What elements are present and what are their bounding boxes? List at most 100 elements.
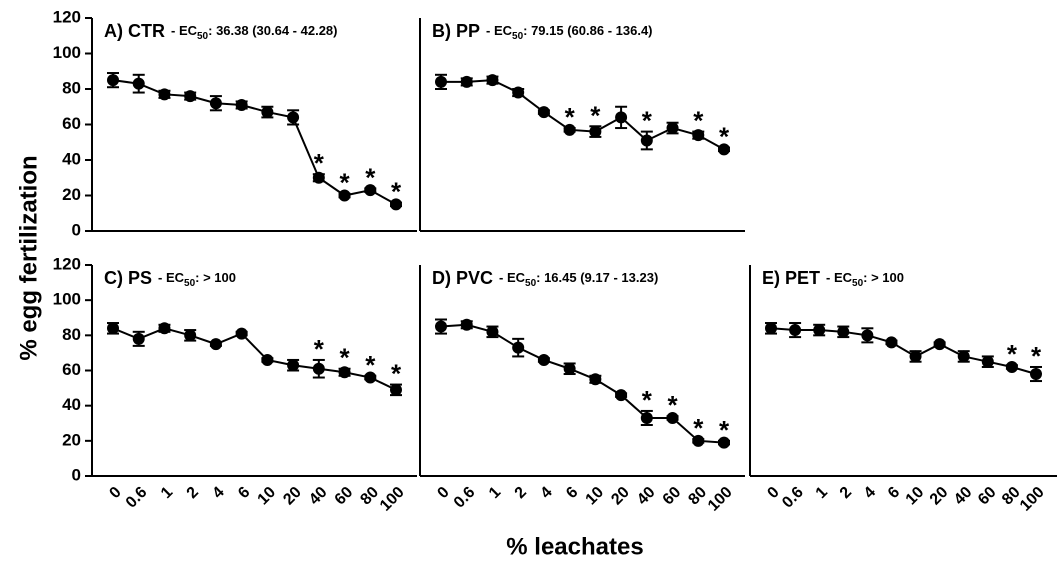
data-point [486, 74, 499, 87]
x-tick-label: 100 [1017, 484, 1048, 515]
data-point [338, 366, 351, 379]
y-tick-label: 0 [72, 220, 81, 239]
y-tick-label: 40 [62, 395, 81, 414]
x-tick-label: 1 [158, 484, 176, 502]
x-tick-label: 100 [705, 484, 736, 515]
ec-subscript: 50 [852, 278, 864, 289]
y-tick-label: 40 [62, 149, 81, 168]
data-point [933, 338, 946, 351]
data-point [718, 436, 730, 449]
panel-title: A) CTR - EC50: 36.38 (30.64 - 42.28) [104, 21, 337, 42]
data-point [132, 77, 145, 90]
significance-marker: * [590, 100, 601, 130]
panel-label: C) PS [104, 268, 152, 288]
significance-marker: * [314, 148, 325, 178]
x-axis-label: % leachates [506, 533, 643, 560]
x-tick-label: 10 [903, 484, 928, 509]
panel-label: E) PET [762, 268, 820, 288]
x-tick-label: 0.6 [451, 484, 479, 512]
ec-prefix: - EC [171, 23, 198, 38]
data-point [563, 362, 576, 375]
significance-marker: * [565, 102, 576, 132]
data-point [537, 353, 550, 366]
data-point [390, 383, 402, 396]
data-point [885, 336, 898, 349]
x-tick-label: 2 [512, 484, 530, 502]
data-point [184, 90, 197, 103]
data-point [615, 111, 628, 124]
data-point [640, 411, 653, 424]
significance-marker: * [314, 334, 325, 364]
data-point [287, 111, 300, 124]
x-tick-label: 6 [235, 484, 253, 502]
x-tick-label: 1 [813, 484, 831, 502]
x-tick-label: 40 [306, 484, 331, 509]
x-tick-label: 4 [537, 484, 555, 502]
x-tick-label: 20 [608, 484, 633, 509]
data-point [615, 389, 628, 402]
data-point [158, 88, 171, 101]
x-tick-label: 60 [660, 484, 685, 509]
panel-label: D) PVC [432, 268, 493, 288]
data-point [666, 411, 679, 424]
data-point [364, 184, 377, 197]
data-point [512, 86, 525, 99]
x-tick-label: 60 [975, 484, 1000, 509]
data-point [640, 134, 653, 147]
significance-marker: * [667, 390, 678, 420]
data-point [132, 332, 145, 345]
ec-subscript: 50 [525, 278, 537, 289]
data-point [486, 325, 499, 338]
x-tick-label: 2 [184, 484, 202, 502]
data-line [441, 79, 725, 151]
data-point [107, 322, 119, 335]
y-tick-label: 100 [53, 43, 81, 62]
data-point [235, 327, 248, 340]
panel-title: B) PP - EC50: 79.15 (60.86 - 136.4) [432, 21, 653, 42]
significance-marker: * [1031, 341, 1042, 371]
significance-marker: * [719, 415, 730, 445]
significance-marker: * [719, 122, 730, 152]
x-tick-label: 40 [634, 484, 659, 509]
y-tick-label: 60 [62, 360, 81, 379]
x-tick-label: 0.6 [779, 484, 807, 512]
x-tick-label: 60 [332, 484, 357, 509]
data-point [158, 322, 171, 335]
x-tick-label: 6 [563, 484, 581, 502]
significance-marker: * [365, 350, 376, 380]
x-tick-label: 4 [209, 484, 227, 502]
panel-label: A) CTR [104, 21, 165, 41]
data-point [435, 75, 447, 88]
ec-subscript: 50 [512, 31, 524, 42]
significance-marker: * [1007, 339, 1018, 369]
ec-prefix: - EC [826, 270, 853, 285]
x-tick-label: 6 [885, 484, 903, 502]
x-tick-label: 1 [486, 484, 504, 502]
x-tick-label: 4 [861, 484, 879, 502]
ec-value: : 16.45 (9.17 - 13.23) [536, 270, 658, 285]
data-point [184, 329, 197, 342]
significance-marker: * [339, 168, 350, 198]
panel-title: D) PVC - EC50: 16.45 (9.17 - 13.23) [432, 268, 658, 289]
significance-marker: * [339, 343, 350, 373]
data-point [261, 353, 274, 366]
data-line [770, 327, 1037, 375]
significance-marker: * [391, 359, 402, 389]
x-tick-label: 10 [583, 484, 608, 509]
x-tick-label: 2 [837, 484, 855, 502]
x-tick-label: 100 [377, 484, 408, 515]
x-tick-label: 40 [951, 484, 976, 509]
panel-title: C) PS - EC50: > 100 [104, 268, 236, 289]
significance-marker: * [642, 385, 653, 415]
y-tick-label: 120 [53, 254, 81, 273]
data-point [957, 350, 970, 363]
data-point [209, 97, 222, 110]
data-point [837, 325, 850, 338]
ec-value: : 79.15 (60.86 - 136.4) [523, 23, 652, 38]
data-point [981, 355, 994, 368]
data-point [338, 189, 351, 202]
x-tick-label: 10 [255, 484, 280, 509]
data-point [909, 350, 922, 363]
ec-prefix: - EC [158, 270, 185, 285]
data-point [666, 122, 679, 135]
